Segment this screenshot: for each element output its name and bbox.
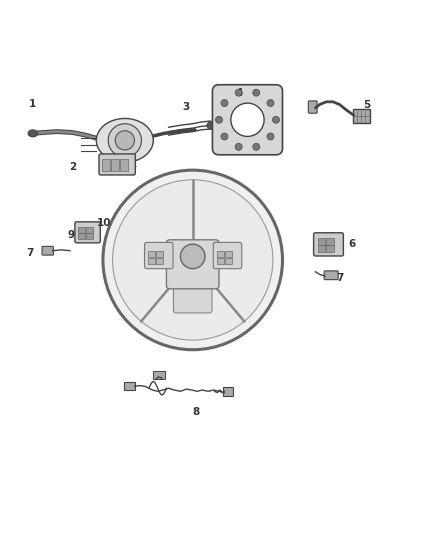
Text: 6: 6 (349, 239, 356, 249)
Circle shape (235, 89, 242, 96)
FancyBboxPatch shape (153, 371, 165, 378)
FancyBboxPatch shape (86, 227, 93, 233)
FancyBboxPatch shape (213, 243, 242, 269)
FancyBboxPatch shape (324, 271, 338, 280)
Text: 10: 10 (96, 217, 111, 228)
Circle shape (253, 89, 260, 96)
FancyBboxPatch shape (78, 233, 85, 239)
FancyBboxPatch shape (212, 85, 283, 155)
FancyBboxPatch shape (102, 159, 110, 171)
Circle shape (113, 180, 273, 340)
Text: 4: 4 (235, 88, 242, 99)
FancyBboxPatch shape (148, 258, 155, 264)
Text: 8: 8 (193, 407, 200, 417)
Circle shape (253, 143, 260, 150)
FancyBboxPatch shape (124, 382, 135, 391)
Circle shape (115, 131, 134, 150)
Text: 7: 7 (336, 273, 343, 283)
Text: 5: 5 (364, 100, 371, 110)
Circle shape (108, 124, 141, 157)
FancyBboxPatch shape (223, 387, 233, 395)
FancyBboxPatch shape (156, 258, 163, 264)
Circle shape (267, 100, 274, 107)
Text: 9: 9 (68, 230, 75, 240)
Ellipse shape (96, 118, 153, 162)
FancyBboxPatch shape (217, 251, 224, 257)
FancyBboxPatch shape (308, 101, 317, 113)
FancyBboxPatch shape (145, 243, 173, 269)
Circle shape (272, 116, 279, 123)
FancyBboxPatch shape (353, 109, 370, 123)
Text: 7: 7 (26, 248, 33, 259)
FancyBboxPatch shape (75, 222, 100, 243)
Circle shape (221, 100, 228, 107)
FancyBboxPatch shape (111, 159, 119, 171)
FancyBboxPatch shape (99, 154, 135, 175)
Circle shape (180, 244, 205, 269)
Circle shape (267, 133, 274, 140)
FancyBboxPatch shape (86, 233, 93, 239)
Text: 2: 2 (69, 161, 76, 172)
FancyBboxPatch shape (78, 227, 85, 233)
FancyBboxPatch shape (173, 282, 212, 313)
Circle shape (103, 170, 283, 350)
FancyBboxPatch shape (148, 251, 155, 257)
Text: 1: 1 (29, 100, 36, 109)
FancyBboxPatch shape (156, 251, 163, 257)
FancyBboxPatch shape (166, 240, 219, 289)
FancyBboxPatch shape (318, 246, 325, 252)
FancyBboxPatch shape (326, 238, 334, 245)
Circle shape (231, 103, 264, 136)
Ellipse shape (28, 130, 38, 137)
FancyBboxPatch shape (217, 258, 224, 264)
Circle shape (215, 116, 223, 123)
FancyBboxPatch shape (314, 233, 343, 256)
FancyBboxPatch shape (225, 258, 232, 264)
FancyBboxPatch shape (120, 159, 128, 171)
Circle shape (221, 133, 228, 140)
FancyBboxPatch shape (326, 246, 334, 252)
FancyBboxPatch shape (42, 246, 53, 255)
Ellipse shape (207, 122, 218, 130)
FancyBboxPatch shape (225, 251, 232, 257)
FancyBboxPatch shape (318, 238, 325, 245)
Text: 3: 3 (183, 102, 190, 111)
Circle shape (235, 143, 242, 150)
